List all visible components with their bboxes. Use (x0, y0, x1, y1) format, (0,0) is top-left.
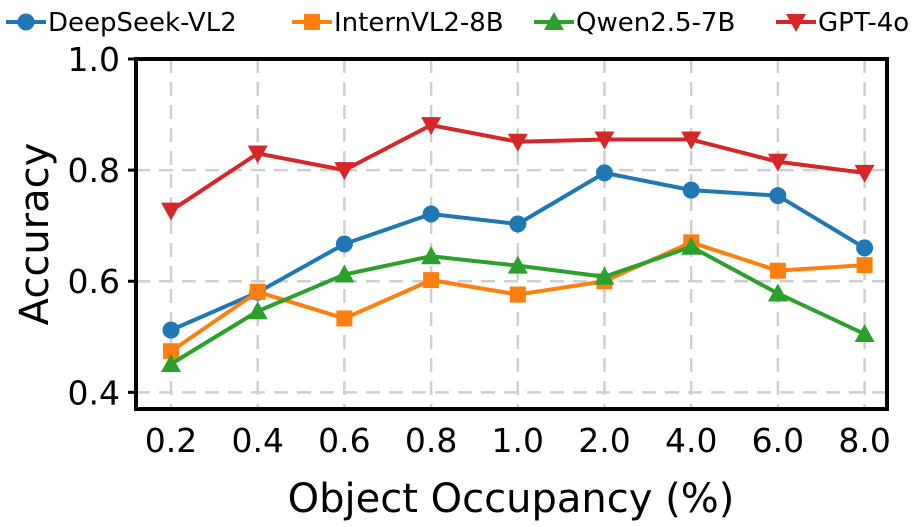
legend-label-gpt-4o: GPT-4o (818, 8, 909, 38)
data-point-gpt-4o (681, 131, 702, 150)
legend-marker-internvl2-8b (304, 14, 320, 30)
x-tick-labels: 0.2 0.4 0.6 0.8 1.0 2.0 4.0 6.0 8.0 (145, 421, 891, 460)
y-tick-label: 1.0 (68, 40, 120, 79)
x-tick-label: 8.0 (838, 421, 890, 460)
data-point-gpt-4o (334, 162, 355, 181)
x-tick-label: 4.0 (665, 421, 717, 460)
legend-label-deepseek-vl2: DeepSeek-VL2 (48, 8, 237, 38)
data-point-internvl2-8b (769, 262, 786, 279)
legend-label-internvl2-8b: InternVL2-8B (334, 8, 504, 38)
data-point-internvl2-8b (423, 272, 440, 289)
data-point-internvl2-8b (336, 310, 353, 327)
legend-label-qwen2-5-7b: Qwen2.5-7B (576, 8, 735, 38)
x-tick-label: 0.2 (145, 421, 197, 460)
data-point-gpt-4o (767, 153, 788, 172)
data-point-qwen2-5-7b (507, 255, 528, 274)
data-point-deepseek-vl2 (856, 239, 874, 257)
data-point-gpt-4o (507, 133, 528, 152)
data-point-qwen2-5-7b (594, 266, 615, 285)
data-point-qwen2-5-7b (161, 354, 181, 372)
data-point-gpt-4o (247, 145, 268, 164)
data-point-deepseek-vl2 (596, 164, 613, 182)
x-tick-label: 0.6 (318, 421, 370, 460)
data-point-gpt-4o (421, 117, 442, 136)
data-point-qwen2-5-7b (247, 301, 268, 320)
data-point-deepseek-vl2 (682, 181, 700, 199)
x-tick-label: 0.8 (405, 421, 457, 460)
legend-marker-gpt-4o (786, 14, 806, 32)
x-tick-label: 2.0 (578, 421, 630, 460)
data-point-qwen2-5-7b (334, 264, 355, 283)
data-point-deepseek-vl2 (422, 205, 440, 223)
y-axis-title: Accuracy (12, 143, 58, 326)
data-point-internvl2-8b (856, 257, 873, 274)
y-tick-label: 0.8 (68, 151, 120, 190)
x-tick-label: 0.4 (231, 421, 283, 460)
data-point-gpt-4o (161, 202, 181, 221)
x-tick-label: 1.0 (492, 421, 544, 460)
data-point-gpt-4o (594, 131, 615, 150)
data-point-qwen2-5-7b (854, 324, 875, 342)
grid-lines (136, 57, 887, 409)
data-point-qwen2-5-7b (421, 246, 442, 265)
legend: DeepSeek-VL2 InternVL2-8B Qwen2.5-7B GPT-4o (6, 8, 909, 38)
y-tick-labels: 0.4 0.6 0.8 1.0 (68, 40, 136, 412)
x-axis-title: Object Occupancy (%) (288, 476, 735, 522)
series-lines (161, 117, 875, 372)
data-point-internvl2-8b (163, 343, 179, 360)
legend-marker-deepseek-vl2 (17, 13, 35, 31)
x-tick-label: 6.0 (752, 421, 804, 460)
data-point-qwen2-5-7b (681, 236, 702, 255)
data-point-deepseek-vl2 (769, 187, 787, 205)
data-point-qwen2-5-7b (767, 283, 788, 302)
data-point-deepseek-vl2 (162, 321, 180, 339)
data-point-internvl2-8b (249, 283, 266, 300)
y-tick-label: 0.4 (68, 373, 120, 412)
data-point-deepseek-vl2 (509, 215, 527, 233)
data-point-gpt-4o (854, 164, 875, 183)
y-tick-label: 0.6 (68, 262, 120, 301)
data-point-internvl2-8b (509, 286, 526, 303)
data-point-deepseek-vl2 (335, 235, 353, 253)
plot-frame (134, 57, 889, 411)
legend-marker-qwen2-5-7b (544, 12, 564, 30)
